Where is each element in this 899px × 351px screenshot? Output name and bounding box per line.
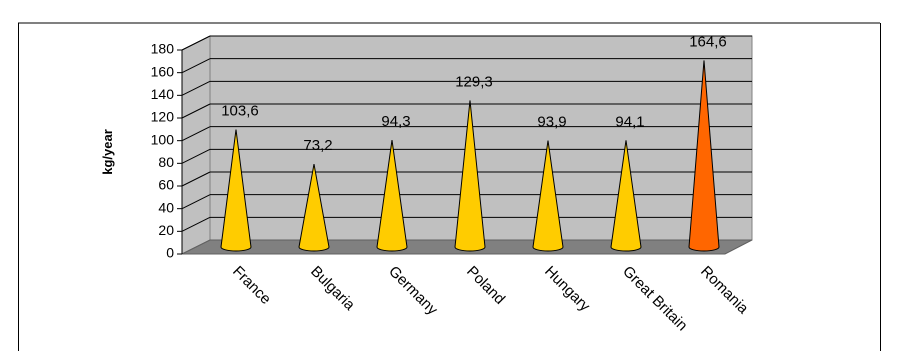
value-label: 73,2 [303,137,332,154]
cone [532,140,564,252]
value-label: 94,1 [615,113,644,130]
y-tick-label: 20 [158,222,174,238]
x-tick-label: Romania [697,263,752,318]
x-tick-label: Poland [463,263,508,308]
value-label: 94,3 [381,113,410,130]
grid-line [181,148,211,164]
grid-line [181,126,211,142]
grid-line [181,103,211,119]
x-tick-label: Germany [385,263,441,319]
cone [610,140,642,252]
y-tick-label: 140 [151,86,175,102]
grid-line [181,80,211,96]
grid-line [181,216,211,232]
y-tick-label: 0 [166,245,174,261]
cone [454,100,486,252]
cone [688,60,720,252]
x-tick-label: Hungary [541,263,593,315]
grid-line [181,35,211,51]
grid-line [181,58,211,74]
x-tick-label: France [229,263,274,308]
value-label: 164,6 [689,33,727,50]
x-tick-label: Bulgaria [307,263,358,314]
cone [220,129,252,252]
y-tick-label: 160 [151,63,175,79]
y-axis-title: kg/year [100,129,115,175]
y-tick-label: 80 [158,154,174,170]
y-tick-label: 60 [158,177,174,193]
y-tick-label: 100 [151,131,175,147]
y-tick-label: 120 [151,109,175,125]
side-wall [181,35,211,255]
y-tick-label: 180 [151,41,175,57]
cone [298,163,330,252]
value-label: 93,9 [537,114,566,131]
value-label: 103,6 [221,103,259,120]
x-tick-label: Great Britain [619,263,691,335]
grid-line [181,171,211,187]
y-tick-label: 40 [158,199,174,215]
value-label: 129,3 [455,73,493,90]
grid-line [181,194,211,210]
cone [376,140,408,252]
